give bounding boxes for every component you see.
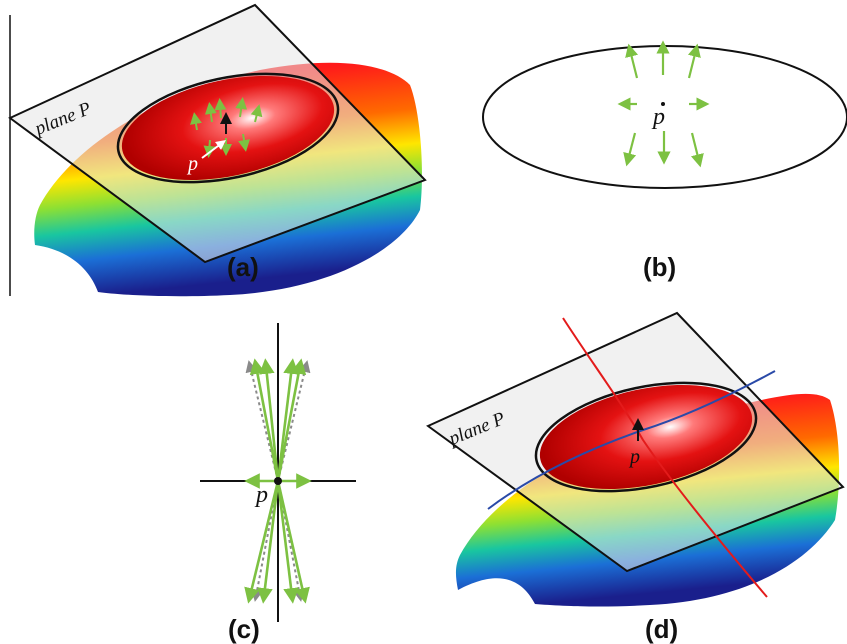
arrow-a-4 xyxy=(250,104,263,123)
point-label-c: p xyxy=(254,482,268,508)
green-arrow-c-2 xyxy=(259,358,280,482)
contour-ellipse-b xyxy=(482,45,847,189)
panel-label-b: (b) xyxy=(643,252,676,282)
principal-curve-red xyxy=(562,317,768,598)
arrow-b-down-left xyxy=(623,132,637,167)
point-dot-c xyxy=(274,477,282,485)
cap-region-d xyxy=(539,384,753,490)
intersection-ellipse-d xyxy=(534,381,758,493)
gradient-arrows-a xyxy=(190,97,263,158)
cap-region-a xyxy=(121,75,335,181)
arrow-a-8 xyxy=(214,98,227,119)
point-dot-b xyxy=(661,102,665,106)
arrow-a-7 xyxy=(238,133,250,152)
green-arrows-c xyxy=(244,358,312,604)
point-label-d: p xyxy=(628,446,640,468)
point-label-b: p xyxy=(651,104,665,130)
arrow-b-down-right xyxy=(690,132,704,168)
arrow-a-2 xyxy=(204,102,217,123)
green-arrow-c-5 xyxy=(244,480,280,604)
panel-c: p (c) xyxy=(200,323,356,644)
green-arrow-c-4 xyxy=(276,358,307,482)
panel-d: plane P p (d) xyxy=(426,311,845,644)
panel-label-a: (a) xyxy=(227,252,259,282)
panel-b: p (b) xyxy=(482,40,847,282)
pointer-arrow-a xyxy=(201,140,226,159)
intersection-ellipse-a xyxy=(116,72,340,184)
green-arrow-c-3 xyxy=(276,358,299,482)
arrow-a-5 xyxy=(203,139,216,158)
arrow-b-up-right xyxy=(687,43,701,79)
green-arrow-c-8 xyxy=(276,480,310,604)
panel-label-c: (c) xyxy=(228,614,260,644)
point-label-a: p xyxy=(186,153,198,175)
panel-a: plane P p (a) xyxy=(8,3,427,297)
arrow-b-up-left xyxy=(625,43,639,79)
arrow-a-3 xyxy=(235,97,248,118)
green-arrow-c-6 xyxy=(257,480,280,604)
panel-label-d: (d) xyxy=(645,614,678,644)
gradient-arrows-b xyxy=(617,40,710,168)
principal-curve-blue xyxy=(487,370,776,510)
green-arrow-c-1 xyxy=(249,358,280,482)
green-arrow-c-7 xyxy=(276,480,299,604)
arrow-a-1 xyxy=(190,112,202,131)
